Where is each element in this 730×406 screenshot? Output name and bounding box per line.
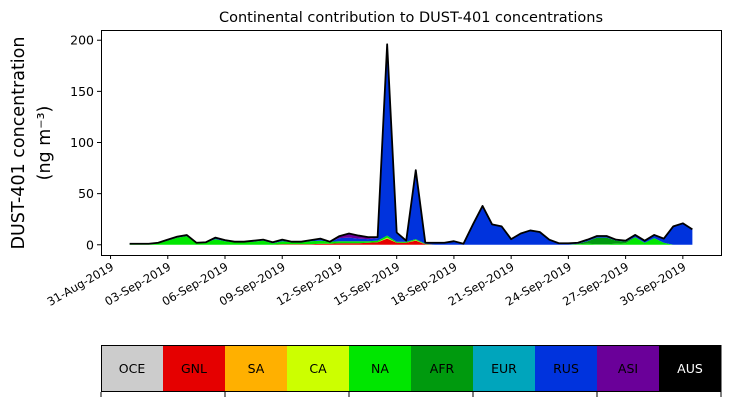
y-tick-label: 0 [86, 237, 94, 252]
legend-swatch-oce [101, 345, 164, 392]
legend-swatch-ca [287, 345, 350, 392]
chart-title: Continental contribution to DUST-401 con… [219, 10, 603, 26]
legend-swatch-aus [659, 345, 722, 392]
total-outline-line [129, 43, 693, 245]
area-gnl [129, 238, 693, 245]
legend-label: EUR [491, 361, 517, 376]
legend-label: AUS [677, 361, 703, 376]
y-tick-label: 150 [70, 84, 94, 99]
legend-swatch-gnl [163, 345, 226, 392]
legend-frame [101, 345, 721, 392]
legend-swatch-sa [225, 345, 288, 392]
y-axis-label: DUST-401 concentration (ng m⁻³) [9, 37, 55, 250]
y-axis: 0 50 100 150 200 [70, 33, 101, 252]
x-axis: 31-Aug-201903-Sep-201906-Sep-201909-Sep-… [45, 255, 688, 309]
legend-swatch-rus [535, 345, 598, 392]
plot-frame [101, 30, 722, 256]
area-layers [129, 43, 693, 245]
legend-colorbar: OCE GNL SA CA NA AFR EUR RUS ASI AUS [100, 345, 722, 397]
legend-label: GNL [181, 361, 207, 376]
area-na [129, 235, 693, 245]
y-tick-label: 50 [78, 186, 94, 201]
legend-label: AFR [430, 361, 455, 376]
legend-swatch-eur [473, 345, 536, 392]
legend-label: SA [248, 361, 265, 376]
legend-label: ASI [618, 361, 638, 376]
y-axis-label-line1: DUST-401 concentration [9, 37, 29, 250]
legend-label: NA [371, 361, 389, 376]
legend-label: CA [309, 361, 327, 376]
legend-swatch-na [349, 345, 412, 392]
y-tick-label: 100 [70, 135, 94, 150]
y-tick-label: 200 [70, 33, 94, 48]
legend-label: OCE [119, 361, 146, 376]
y-axis-label-line2: (ng m⁻³) [35, 106, 55, 181]
area-rus [129, 45, 693, 245]
legend-label: RUS [553, 361, 579, 376]
legend-swatch-asi [597, 345, 660, 392]
legend-swatch-afr [411, 345, 474, 392]
